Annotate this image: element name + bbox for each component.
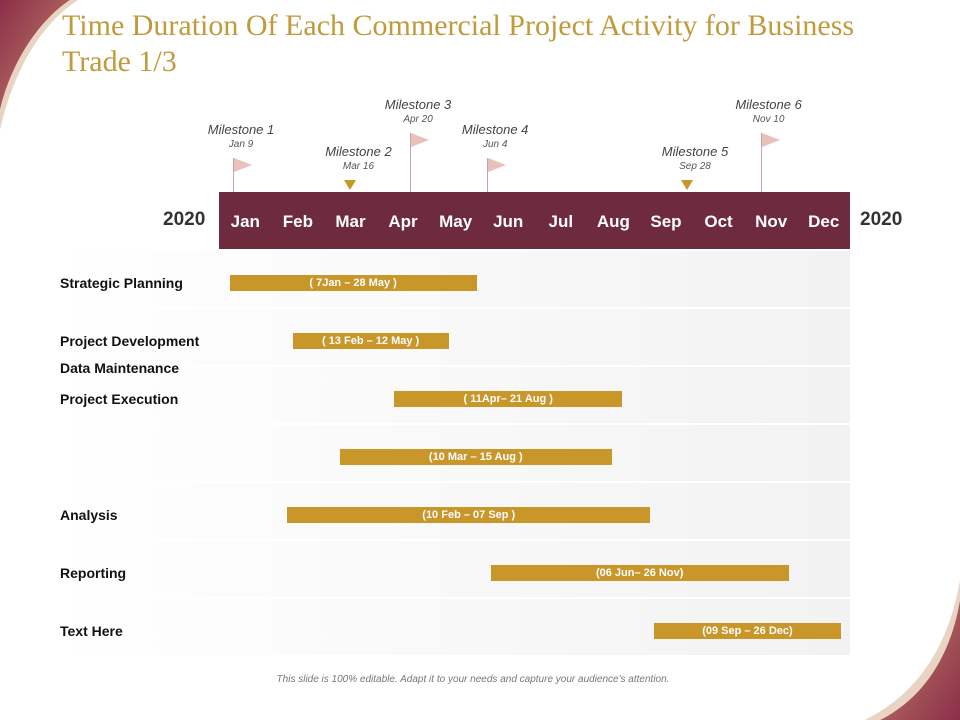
month-label-nov: Nov xyxy=(755,212,788,231)
task-label: Project Execution xyxy=(60,391,179,407)
task-label: Reporting xyxy=(60,565,127,581)
task-bar: (06 Jun– 26 Nov) xyxy=(490,565,789,581)
task-bar: ( 13 Feb – 12 May ) xyxy=(292,333,449,349)
month-label-sep: Sep xyxy=(650,212,682,231)
milestone-flag-icon xyxy=(411,133,430,147)
milestone-date: Apr 20 xyxy=(403,114,433,125)
task-label: Text Here xyxy=(60,623,123,639)
milestone-date: Mar 16 xyxy=(342,161,375,172)
month-label-jan: Jan xyxy=(230,212,260,231)
task-bar: (10 Feb – 07 Sep ) xyxy=(287,507,651,523)
milestone-flag-icon xyxy=(234,158,253,172)
milestone-label: Milestone 1 Jan 9 xyxy=(181,122,301,152)
task-label: Data Maintenance xyxy=(60,360,180,376)
milestone-label: Milestone 4 Jun 4 xyxy=(435,122,555,152)
milestone-date: Jan 9 xyxy=(228,139,254,150)
milestone-name: Milestone 5 xyxy=(661,144,729,159)
milestone-name: Milestone 1 xyxy=(207,122,275,137)
task-bar: (10 Mar – 15 Aug ) xyxy=(339,449,612,465)
milestone-date: Sep 28 xyxy=(679,161,711,172)
milestone-flagpole xyxy=(233,158,235,192)
month-label-aug: Aug xyxy=(596,212,630,231)
milestone-flagpole xyxy=(487,158,489,192)
bottom-right-corner-decoration xyxy=(865,580,960,720)
milestone-label: Milestone 2 Mar 16 xyxy=(298,144,418,174)
milestone-flag-icon xyxy=(761,133,780,147)
month-label-dec: Dec xyxy=(808,212,840,231)
year-label-left: 2020 xyxy=(163,209,206,230)
month-label-jul: Jul xyxy=(548,212,574,231)
milestone-name: Milestone 6 xyxy=(735,97,802,112)
month-label-feb: Feb xyxy=(282,212,313,231)
milestone-flagpole xyxy=(410,133,412,192)
milestone-flag-icon xyxy=(488,158,507,172)
milestone-triangle-icon xyxy=(680,180,693,190)
milestone-date: Nov 10 xyxy=(752,114,785,125)
month-label-mar: Mar xyxy=(335,212,366,231)
task-bar: ( 7Jan – 28 May ) xyxy=(229,275,477,291)
milestone-label: Milestone 6 Nov 10 xyxy=(709,97,829,127)
task-label: Analysis xyxy=(60,507,118,523)
task-bar: (09 Sep – 26 Dec) xyxy=(653,623,842,639)
month-header-band xyxy=(219,192,850,249)
slide-title: Time Duration Of Each Commercial Project… xyxy=(62,9,855,78)
task-label: Strategic Planning xyxy=(60,275,183,291)
milestone-flagpole xyxy=(760,133,762,192)
year-label-right: 2020 xyxy=(860,209,903,230)
task-row xyxy=(54,309,850,365)
milestone-name: Milestone 3 xyxy=(384,97,452,112)
month-label-may: May xyxy=(439,212,473,231)
milestone-name: Milestone 4 xyxy=(461,122,529,137)
month-label-oct: Oct xyxy=(704,212,733,231)
milestone-name: Milestone 2 xyxy=(325,144,392,159)
task-label: Project Development xyxy=(60,333,200,349)
month-label-apr: Apr xyxy=(388,212,418,231)
milestone-label: Milestone 5 Sep 28 xyxy=(635,144,755,174)
task-bar: ( 11Apr– 21 Aug ) xyxy=(394,391,623,407)
month-label-jun: Jun xyxy=(493,212,524,231)
milestone-date: Jun 4 xyxy=(482,139,508,150)
footer-note: This slide is 100% editable. Adapt it to… xyxy=(276,674,670,685)
milestone-label: Milestone 3 Apr 20 xyxy=(358,97,478,127)
milestone-triangle-icon xyxy=(344,180,357,190)
